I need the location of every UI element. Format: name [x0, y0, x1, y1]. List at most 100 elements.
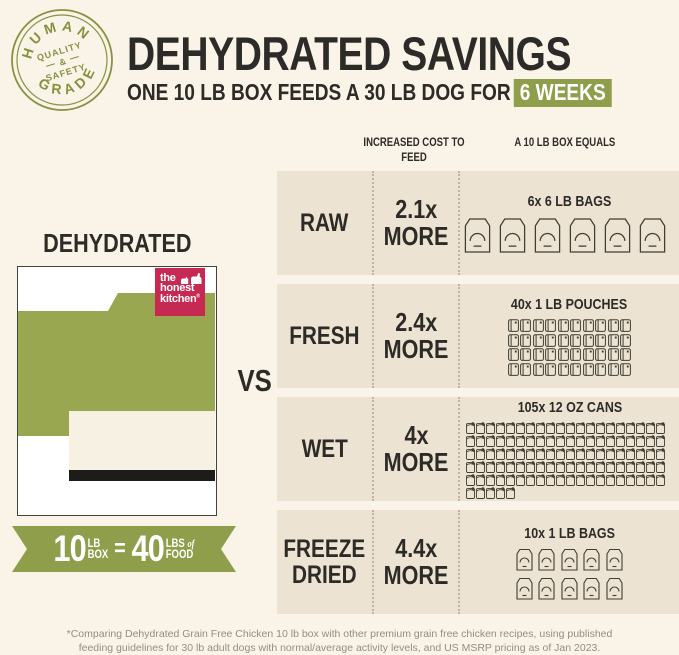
- ribbon-food: FOOD: [165, 549, 194, 561]
- food-bag-icon-grid: [462, 216, 678, 254]
- can-icon: [485, 448, 495, 460]
- pouch-icon: [507, 348, 519, 362]
- can-icon: [545, 461, 555, 473]
- can-icon: [475, 448, 485, 460]
- row-multiplier: 2.1x MORE: [374, 171, 460, 275]
- can-icon: [465, 461, 475, 473]
- row-caption: 105x 12 OZ CANS: [517, 399, 622, 416]
- pouch-icon: [557, 348, 569, 362]
- small-bag-icon-grid: [515, 548, 625, 600]
- small-bag-icon: [515, 548, 533, 571]
- food-bag-icon: [499, 217, 525, 253]
- can-icon: [595, 461, 605, 473]
- honest-kitchen-logo: the honest kitchen®: [155, 268, 205, 316]
- table-row-fresh: FRESH 2.4x MORE 40x 1 LB POUCHES: [277, 284, 679, 388]
- pouch-icon: [595, 363, 606, 376]
- can-icon: [515, 435, 525, 447]
- pouch-icon: [620, 319, 631, 333]
- can-icon: [535, 474, 545, 486]
- can-icon: [465, 448, 475, 460]
- pouch-icon-grid: [507, 319, 632, 376]
- can-icon: [645, 474, 655, 486]
- cat-dog-icon: [181, 273, 202, 284]
- small-bag-icon: [515, 577, 533, 600]
- food-bag-icon: [639, 217, 665, 253]
- can-icon: [475, 461, 485, 473]
- can-icon: [475, 422, 485, 434]
- small-bag-icon: [560, 548, 578, 571]
- pouch-icon: [607, 334, 619, 347]
- can-icon: [605, 461, 615, 473]
- pouch-icon: [520, 319, 531, 333]
- can-icon: [565, 461, 575, 473]
- can-icon: [495, 474, 505, 486]
- can-icon: [465, 487, 475, 499]
- can-icon: [575, 422, 585, 434]
- logo-line-3: kitchen®: [160, 292, 200, 305]
- ribbon-forty: 40: [131, 528, 165, 569]
- ribbon-lb: LB: [87, 537, 101, 550]
- can-icon: [515, 448, 525, 460]
- small-bag-icon: [605, 577, 623, 600]
- can-icon: [485, 487, 495, 499]
- can-icon: [615, 422, 625, 434]
- can-icon: [495, 461, 505, 473]
- can-icon: [645, 435, 655, 447]
- vs-label: VS: [237, 363, 273, 398]
- can-icon: [635, 435, 645, 447]
- dehydrated-heading: DEHYDRATED: [42, 228, 192, 258]
- can-icon: [615, 474, 625, 486]
- pouch-icon: [532, 363, 544, 376]
- can-icon: [545, 422, 555, 434]
- pouch-icon: [582, 348, 594, 362]
- pouch-icon: [607, 363, 619, 376]
- can-icon: [585, 461, 595, 473]
- can-icon: [625, 448, 635, 460]
- pouch-icon: [620, 348, 631, 362]
- pouch-icon: [532, 319, 544, 333]
- pouch-icon: [557, 319, 569, 333]
- can-icon: [595, 448, 605, 460]
- box-art-icon: [18, 293, 215, 481]
- can-icon: [565, 435, 575, 447]
- row-multiplier: 4.4x MORE: [374, 510, 460, 614]
- pouch-icon: [507, 319, 519, 333]
- pouch-icon: [557, 334, 569, 347]
- can-icon: [555, 461, 565, 473]
- can-icon: [585, 422, 595, 434]
- can-icon: [585, 474, 595, 486]
- can-icon: [515, 422, 525, 434]
- can-icon: [485, 474, 495, 486]
- can-icon: [475, 435, 485, 447]
- pouch-icon: [545, 363, 556, 376]
- can-icon: [595, 435, 605, 447]
- can-icon: [595, 422, 605, 434]
- pouch-icon: [607, 348, 619, 362]
- can-icon: [525, 435, 535, 447]
- pouch-icon: [570, 319, 581, 333]
- six-weeks-highlight: 6 WEEKS: [513, 79, 612, 107]
- can-icon: [575, 474, 585, 486]
- can-icon: [655, 435, 665, 447]
- can-icon: [505, 487, 515, 499]
- can-icon: [555, 474, 565, 486]
- pouch-icon: [570, 363, 581, 376]
- pouch-icon: [545, 334, 556, 347]
- pouch-icon: [532, 334, 544, 347]
- small-bag-icon: [605, 548, 623, 571]
- can-icon: [575, 448, 585, 460]
- row-caption: 10x 1 LB BAGS: [524, 524, 615, 542]
- comparison-table: RAW 2.1x MORE 6x 6 LB BAGS FRESH 2.4x MO…: [277, 171, 679, 623]
- can-icon: [545, 474, 555, 486]
- page-title: DEHYDRATED SAVINGS: [127, 27, 572, 80]
- ribbon-icon: [12, 526, 236, 572]
- can-icon: [535, 435, 545, 447]
- ribbon-lbs: LBS: [165, 537, 185, 550]
- can-icon: [595, 474, 605, 486]
- can-icon: [545, 435, 555, 447]
- can-icon: [635, 422, 645, 434]
- ribbon-ten: 10: [53, 528, 87, 569]
- can-icon: [535, 461, 545, 473]
- pouch-icon: [507, 363, 519, 376]
- can-icon: [655, 461, 665, 473]
